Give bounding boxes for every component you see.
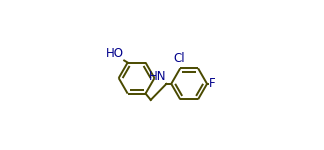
Text: F: F: [209, 77, 216, 90]
Text: HN: HN: [148, 70, 166, 83]
Text: Cl: Cl: [173, 52, 185, 65]
Text: HO: HO: [106, 47, 123, 60]
